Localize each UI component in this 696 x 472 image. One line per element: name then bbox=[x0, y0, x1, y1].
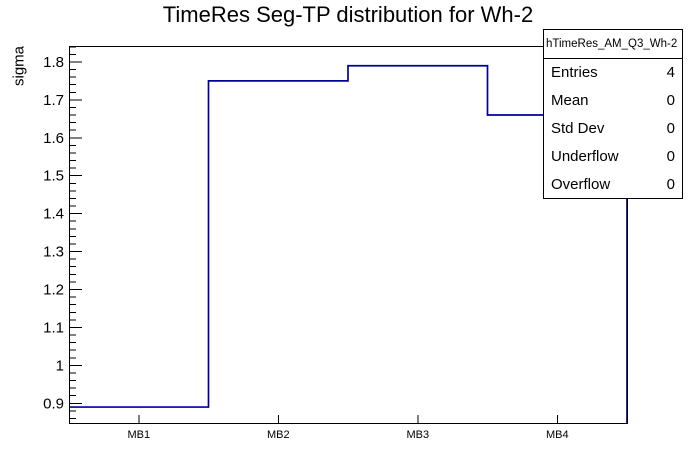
plot-frame bbox=[69, 46, 628, 424]
y-tick-label: 1.6 bbox=[43, 130, 64, 147]
y-tick-label: 1.4 bbox=[43, 206, 64, 223]
x-tick-label: MB1 bbox=[127, 429, 150, 441]
x-tick-label: MB4 bbox=[546, 429, 569, 441]
stats-box: hTimeRes_AM_Q3_Wh-2 Entries 4 Mean 0 Std Dev… bbox=[543, 29, 683, 199]
y-tick-label: 1 bbox=[56, 357, 64, 374]
stats-row-value: 0 bbox=[666, 119, 675, 137]
chart-title: TimeRes Seg-TP distribution for Wh-2 bbox=[162, 2, 534, 27]
stats-box-title: hTimeRes_AM_Q3_Wh-2 bbox=[544, 30, 682, 59]
y-tick-label: 1.3 bbox=[43, 244, 64, 261]
y-tick-label: 1.8 bbox=[43, 54, 64, 71]
y-tick-label: 0.9 bbox=[43, 395, 64, 412]
y-tick-label: 1.1 bbox=[43, 319, 64, 336]
stats-row-value: 0 bbox=[666, 92, 675, 110]
stats-row-value: 4 bbox=[666, 64, 675, 82]
stats-row: Std Dev 0 bbox=[544, 115, 682, 143]
stats-row-label: Entries bbox=[551, 64, 598, 82]
stats-rows: Entries 4 Mean 0 Std Dev 0 Underflow 0 Overflow 0 bbox=[544, 59, 682, 198]
y-tick-label: 1.7 bbox=[43, 92, 64, 109]
stats-row: Entries 4 bbox=[544, 59, 682, 87]
x-tick-label: MB3 bbox=[406, 429, 429, 441]
y-tick-label: 1.2 bbox=[43, 281, 64, 298]
y-tick-label: 1.5 bbox=[43, 168, 64, 185]
stats-row-value: 0 bbox=[666, 175, 675, 193]
stats-row-label: Overflow bbox=[551, 175, 611, 193]
stats-row: Mean 0 bbox=[544, 87, 682, 115]
stats-row: Overflow 0 bbox=[544, 170, 682, 198]
x-tick-label: MB2 bbox=[267, 429, 290, 441]
stats-row-label: Underflow bbox=[551, 147, 619, 165]
stats-row-label: Std Dev bbox=[551, 119, 605, 137]
stats-row-label: Mean bbox=[551, 92, 589, 110]
stats-row-value: 0 bbox=[666, 147, 675, 165]
stats-row: Underflow 0 bbox=[544, 142, 682, 170]
